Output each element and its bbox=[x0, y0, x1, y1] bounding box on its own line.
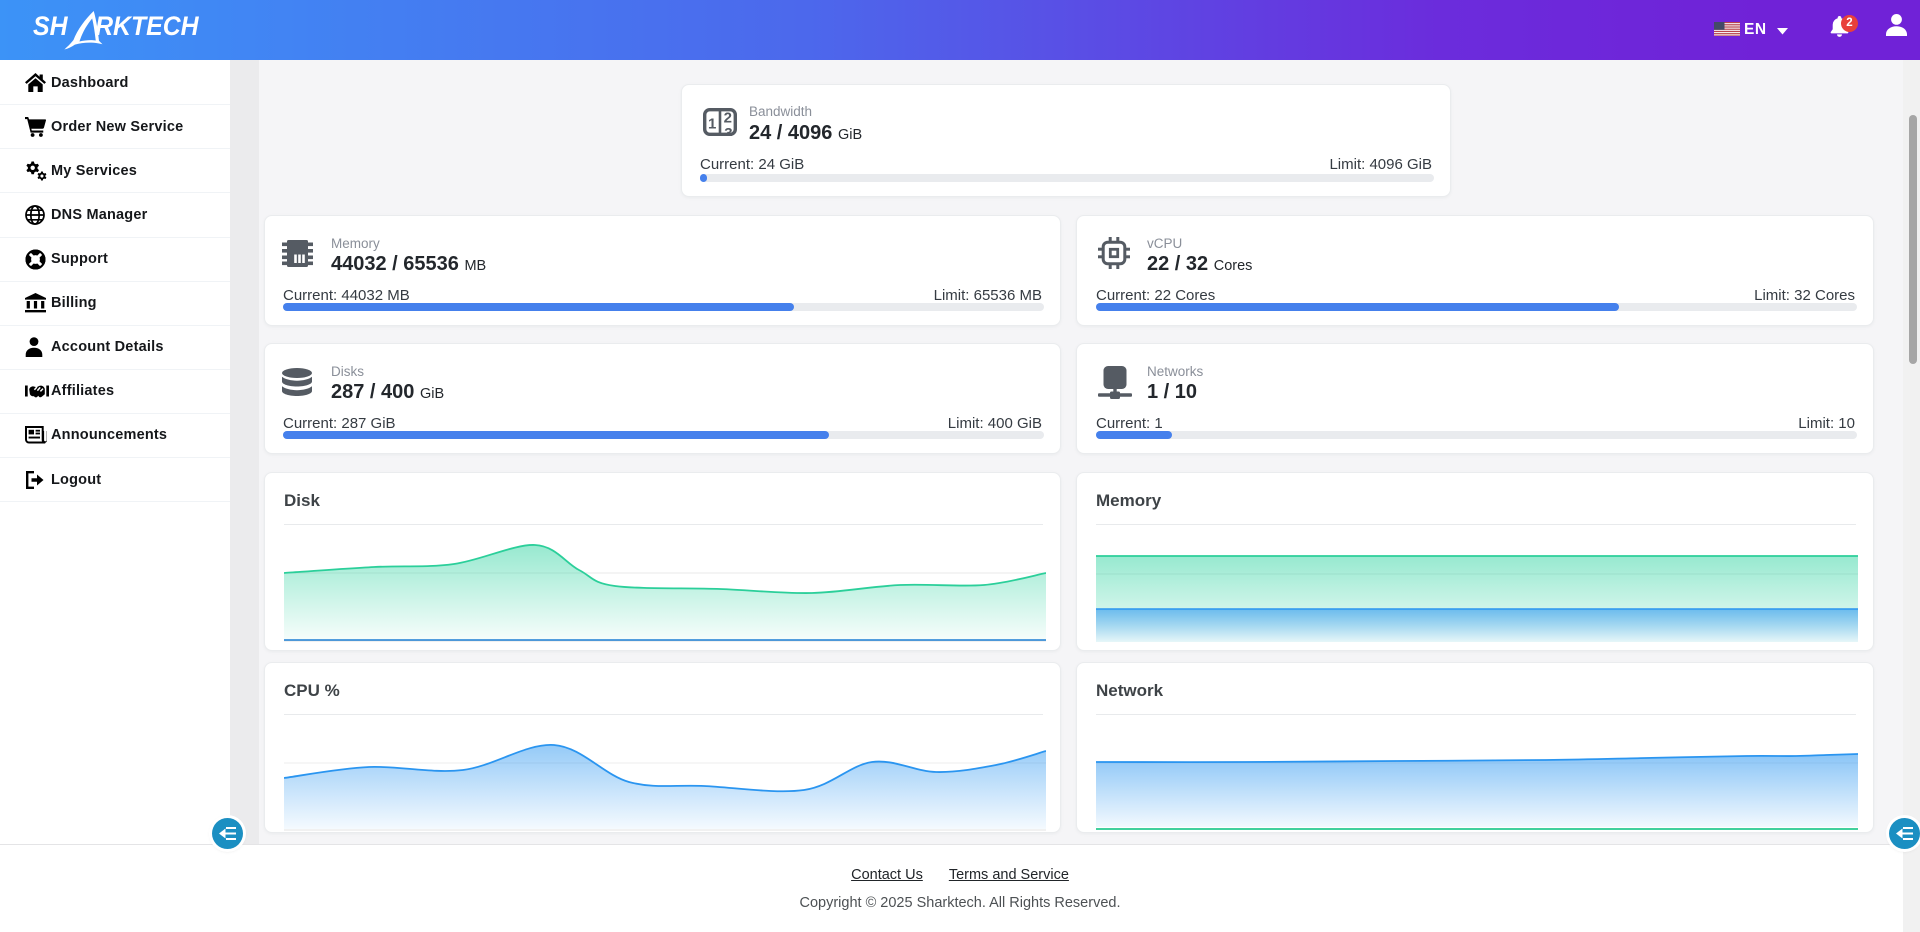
svg-text:3: 3 bbox=[724, 125, 732, 136]
svg-text:1: 1 bbox=[708, 116, 716, 133]
svg-text:2: 2 bbox=[724, 110, 732, 127]
